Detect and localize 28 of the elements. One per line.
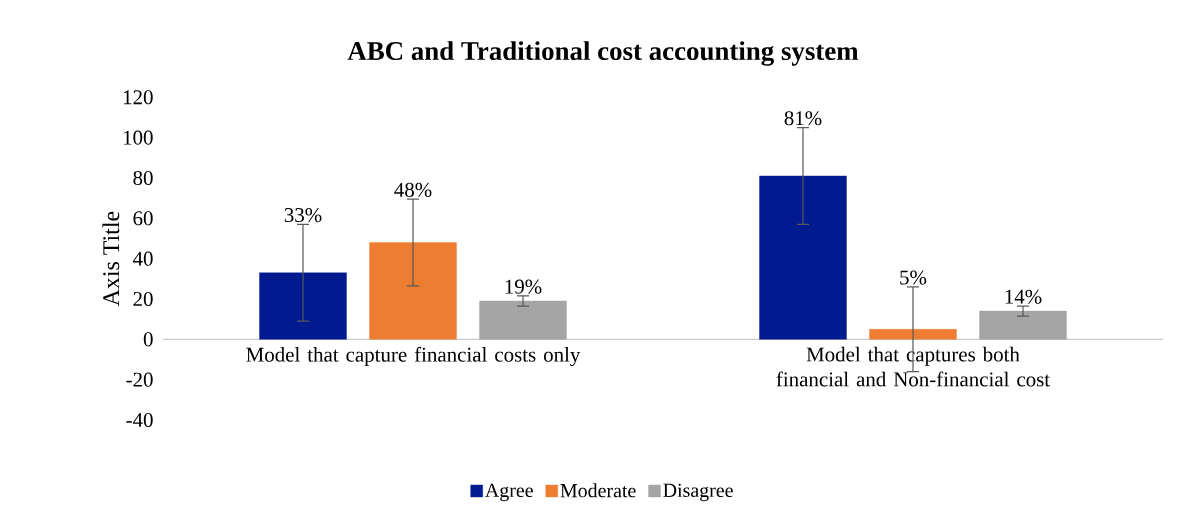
bar: [479, 300, 567, 340]
data-label: 14%: [1005, 289, 1042, 304]
data-label: 33%: [284, 207, 322, 223]
y-tick-label: 100: [123, 130, 153, 145]
y-tick-label: 40: [132, 251, 153, 266]
y-tick-label: -20: [126, 372, 153, 387]
data-label: 48%: [394, 182, 432, 197]
bar: [759, 175, 847, 340]
data-label: 81%: [784, 111, 822, 126]
bar: [979, 310, 1067, 340]
y-tick-label: 20: [133, 291, 153, 307]
x-tick-label: Model that captures both financial and Non-financial cost: [776, 346, 1050, 387]
legend-label: Disagree: [663, 483, 733, 502]
legend-label: Moderate: [560, 483, 636, 498]
y-tick-label: 120: [123, 90, 153, 105]
data-label: 5%: [900, 270, 927, 285]
bar: [869, 329, 957, 340]
bar: [369, 242, 457, 340]
legend-label: Agree: [485, 483, 533, 502]
y-tick-label: -40: [126, 412, 153, 428]
y-axis-title: Axis Title: [102, 211, 120, 307]
y-tick-label: 0: [143, 332, 153, 347]
x-tick-label: Model that capture financial costs only: [246, 346, 581, 367]
bar: [259, 272, 347, 340]
y-tick-label: 60: [133, 211, 153, 226]
chart-title: ABC and Traditional cost accounting system: [347, 41, 859, 66]
data-label: 19%: [505, 279, 542, 294]
y-tick-label: 80: [133, 170, 153, 186]
